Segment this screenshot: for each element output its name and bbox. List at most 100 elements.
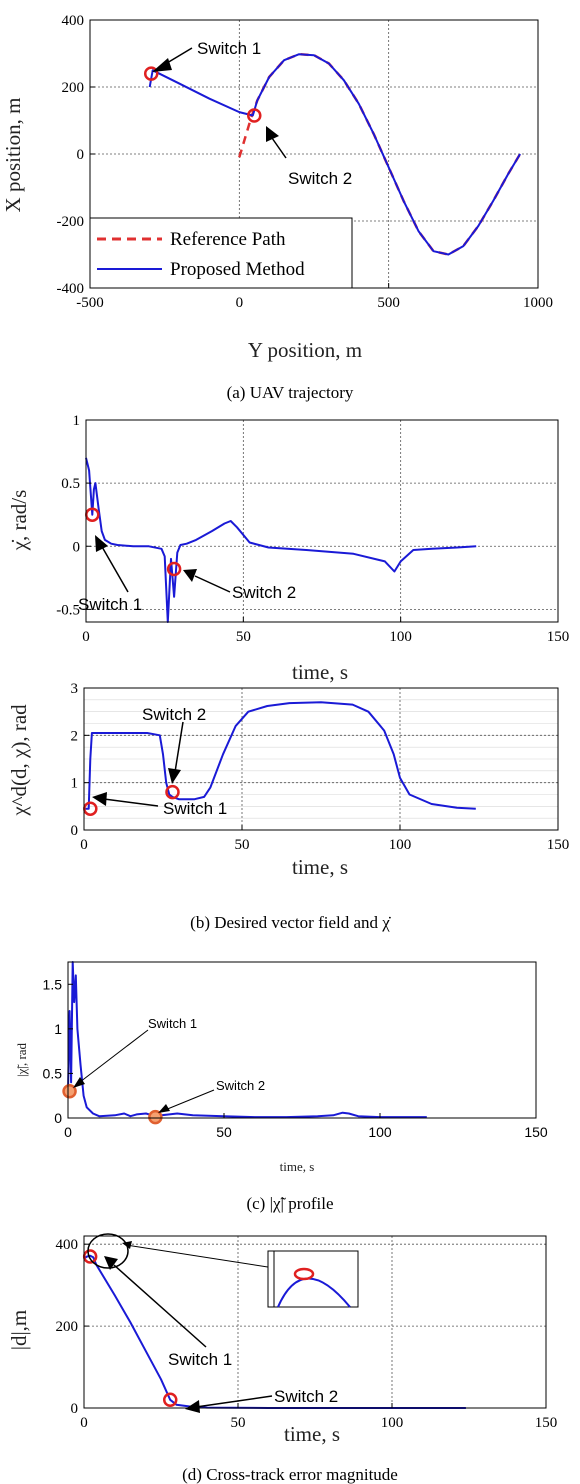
annotation-label-switch1-b2: Switch 1 — [163, 799, 227, 818]
x-tick-label: 500 — [377, 295, 400, 311]
panel-b-vectorfield: 0 50 100 150 0 1 2 3 time, s χ^d(d, χ), rad (b)… — [7, 681, 569, 932]
x-tick-label: 0 — [80, 1415, 88, 1431]
y-tick-label: 0 — [71, 823, 79, 839]
y-axis-label-b2: χ^d(d, χ), rad — [7, 704, 31, 817]
annotation-switch1-a: Switch 1 — [152, 39, 261, 72]
y-tick-label: 0.5 — [61, 476, 80, 492]
switch-marker-1 — [62, 1084, 77, 1099]
plot-area-3: 0 50 100 150 0 0.5 1 1.5 — [43, 961, 548, 1140]
x-tick-label: 150 — [535, 1415, 558, 1431]
switch-marker-1 — [143, 66, 159, 81]
switch-marker-2 — [247, 108, 262, 123]
x-tick-label: 0 — [236, 295, 244, 311]
plot-background — [86, 420, 558, 622]
y-tick-label: 0 — [77, 147, 85, 163]
switch-marker-2 — [162, 1392, 178, 1408]
panel-c-chitilde: 0 50 100 150 0 0.5 1 1.5 time, s |χ̃|, rad (c) … — [14, 961, 548, 1213]
annotation-switch1-c: Switch 1 — [73, 1016, 197, 1088]
x-tick-label: 50 — [235, 837, 250, 853]
panel-b-chidot: 0 50 100 150-0.500.51 time, s χ̇, rad/s Swi… — [7, 413, 569, 684]
x-tick-label: 100 — [389, 837, 412, 853]
y-tick-label: 1 — [54, 1021, 62, 1037]
x-tick-label: 50 — [236, 629, 251, 645]
annotation-switch2-b2: Switch 2 — [142, 705, 206, 784]
series-line-0 — [84, 701, 476, 810]
annotation-switch2-d: Switch 2 — [185, 1387, 338, 1413]
caption-a: (a) UAV trajectory — [227, 383, 354, 402]
legend-label-proposed: Proposed Method — [170, 259, 305, 280]
legend-a: Reference Path Proposed Method — [89, 217, 353, 289]
x-tick-label: 100 — [389, 629, 412, 645]
x-tick-label: 100 — [381, 1415, 404, 1431]
x-axis-label-b2: time, s — [292, 855, 348, 879]
plot-area-2: 0 50 100 150 0 1 2 3 — [71, 681, 570, 853]
y-tick-label: -0.5 — [56, 602, 80, 618]
x-tick-label: 0 — [64, 1124, 72, 1140]
plot-frame — [67, 961, 537, 1119]
x-axis-label-a: Y position, m — [248, 338, 362, 362]
x-tick-label: 0 — [82, 629, 90, 645]
plot-area-1: 0 50 100 150-0.500.51 — [56, 413, 569, 645]
annotation-label-switch2-b1: Switch 2 — [232, 583, 296, 602]
y-tick-label: 3 — [71, 681, 79, 697]
annotation-label-switch2-c: Switch 2 — [216, 1078, 265, 1093]
x-tick-label: 1000 — [523, 295, 553, 311]
y-axis-label-a: X position, m — [1, 98, 25, 213]
y-tick-label: 200 — [56, 1319, 79, 1335]
plot-frame — [83, 1235, 547, 1409]
y-tick-label: 1 — [71, 776, 79, 792]
x-tick-label: 150 — [547, 837, 570, 853]
annotation-label-switch1-b1: Switch 1 — [78, 595, 142, 614]
inset-marker — [293, 1267, 315, 1281]
y-tick-label: -200 — [57, 214, 85, 230]
x-tick-label: 0 — [80, 837, 88, 853]
annotation-switch2-b1: Switch 2 — [183, 569, 296, 602]
y-tick-label: 2 — [71, 728, 79, 744]
y-axis-label-c: |χ̃|, rad — [14, 1042, 29, 1077]
y-tick-label: 400 — [62, 13, 85, 29]
switch-marker-2 — [148, 1109, 163, 1125]
x-tick-label: -500 — [76, 295, 104, 311]
x-tick-label: 150 — [547, 629, 570, 645]
series-line-proposed-method — [148, 53, 521, 256]
x-tick-label: 50 — [216, 1124, 232, 1140]
annotation-label-switch1-c: Switch 1 — [148, 1016, 197, 1031]
y-tick-label: -400 — [57, 281, 85, 297]
annotation-label-switch2-d: Switch 2 — [274, 1387, 338, 1406]
x-axis-label-b1: time, s — [292, 660, 348, 684]
legend-label-reference: Reference Path — [170, 229, 286, 250]
switch-marker-2 — [166, 561, 182, 577]
annotation-label-switch1-a: Switch 1 — [197, 39, 261, 58]
plot-frame — [83, 687, 559, 831]
y-tick-label: 0 — [73, 539, 81, 555]
annotation-switch2-c: Switch 2 — [158, 1078, 265, 1113]
y-tick-label: 0 — [54, 1110, 62, 1126]
caption-d: (d) Cross-track error magnitude — [182, 1465, 398, 1484]
x-axis-label-d: time, s — [284, 1422, 340, 1446]
y-tick-label: 400 — [56, 1237, 79, 1253]
annotation-switch1-b1: Switch 1 — [78, 535, 142, 614]
plot-frame — [85, 419, 559, 623]
y-tick-label: 1.5 — [43, 976, 63, 992]
y-tick-label: 0 — [71, 1401, 79, 1417]
series-line-0 — [85, 457, 477, 623]
annotation-label-switch2-b2: Switch 2 — [142, 705, 206, 724]
caption-b: (b) Desired vector field and χ̇ — [190, 913, 391, 932]
panel-a-trajectory: -500 0 500 1000 -400 -200 0 200 400 (a) UAV traj… — [1, 13, 553, 402]
annotation-switch1-d: Switch 1 — [104, 1256, 232, 1369]
x-tick-label: 150 — [524, 1124, 548, 1140]
switch-marker-2 — [165, 784, 180, 800]
y-tick-label: 1 — [73, 413, 81, 429]
y-axis-label-b1: χ̇, rad/s — [7, 490, 31, 552]
annotation-label-switch1-d: Switch 1 — [168, 1350, 232, 1369]
y-axis-label-d: |d|,m — [7, 1310, 31, 1351]
y-tick-label: 0.5 — [43, 1065, 63, 1081]
annotation-switch1-b2: Switch 1 — [92, 792, 227, 818]
series-line-0 — [67, 961, 427, 1119]
annotation-label-switch2-a: Switch 2 — [288, 169, 352, 188]
zoom-inset — [267, 1250, 359, 1308]
x-tick-label: 50 — [231, 1415, 246, 1431]
zoom-circle — [87, 1233, 129, 1269]
y-tick-label: 200 — [62, 80, 85, 96]
